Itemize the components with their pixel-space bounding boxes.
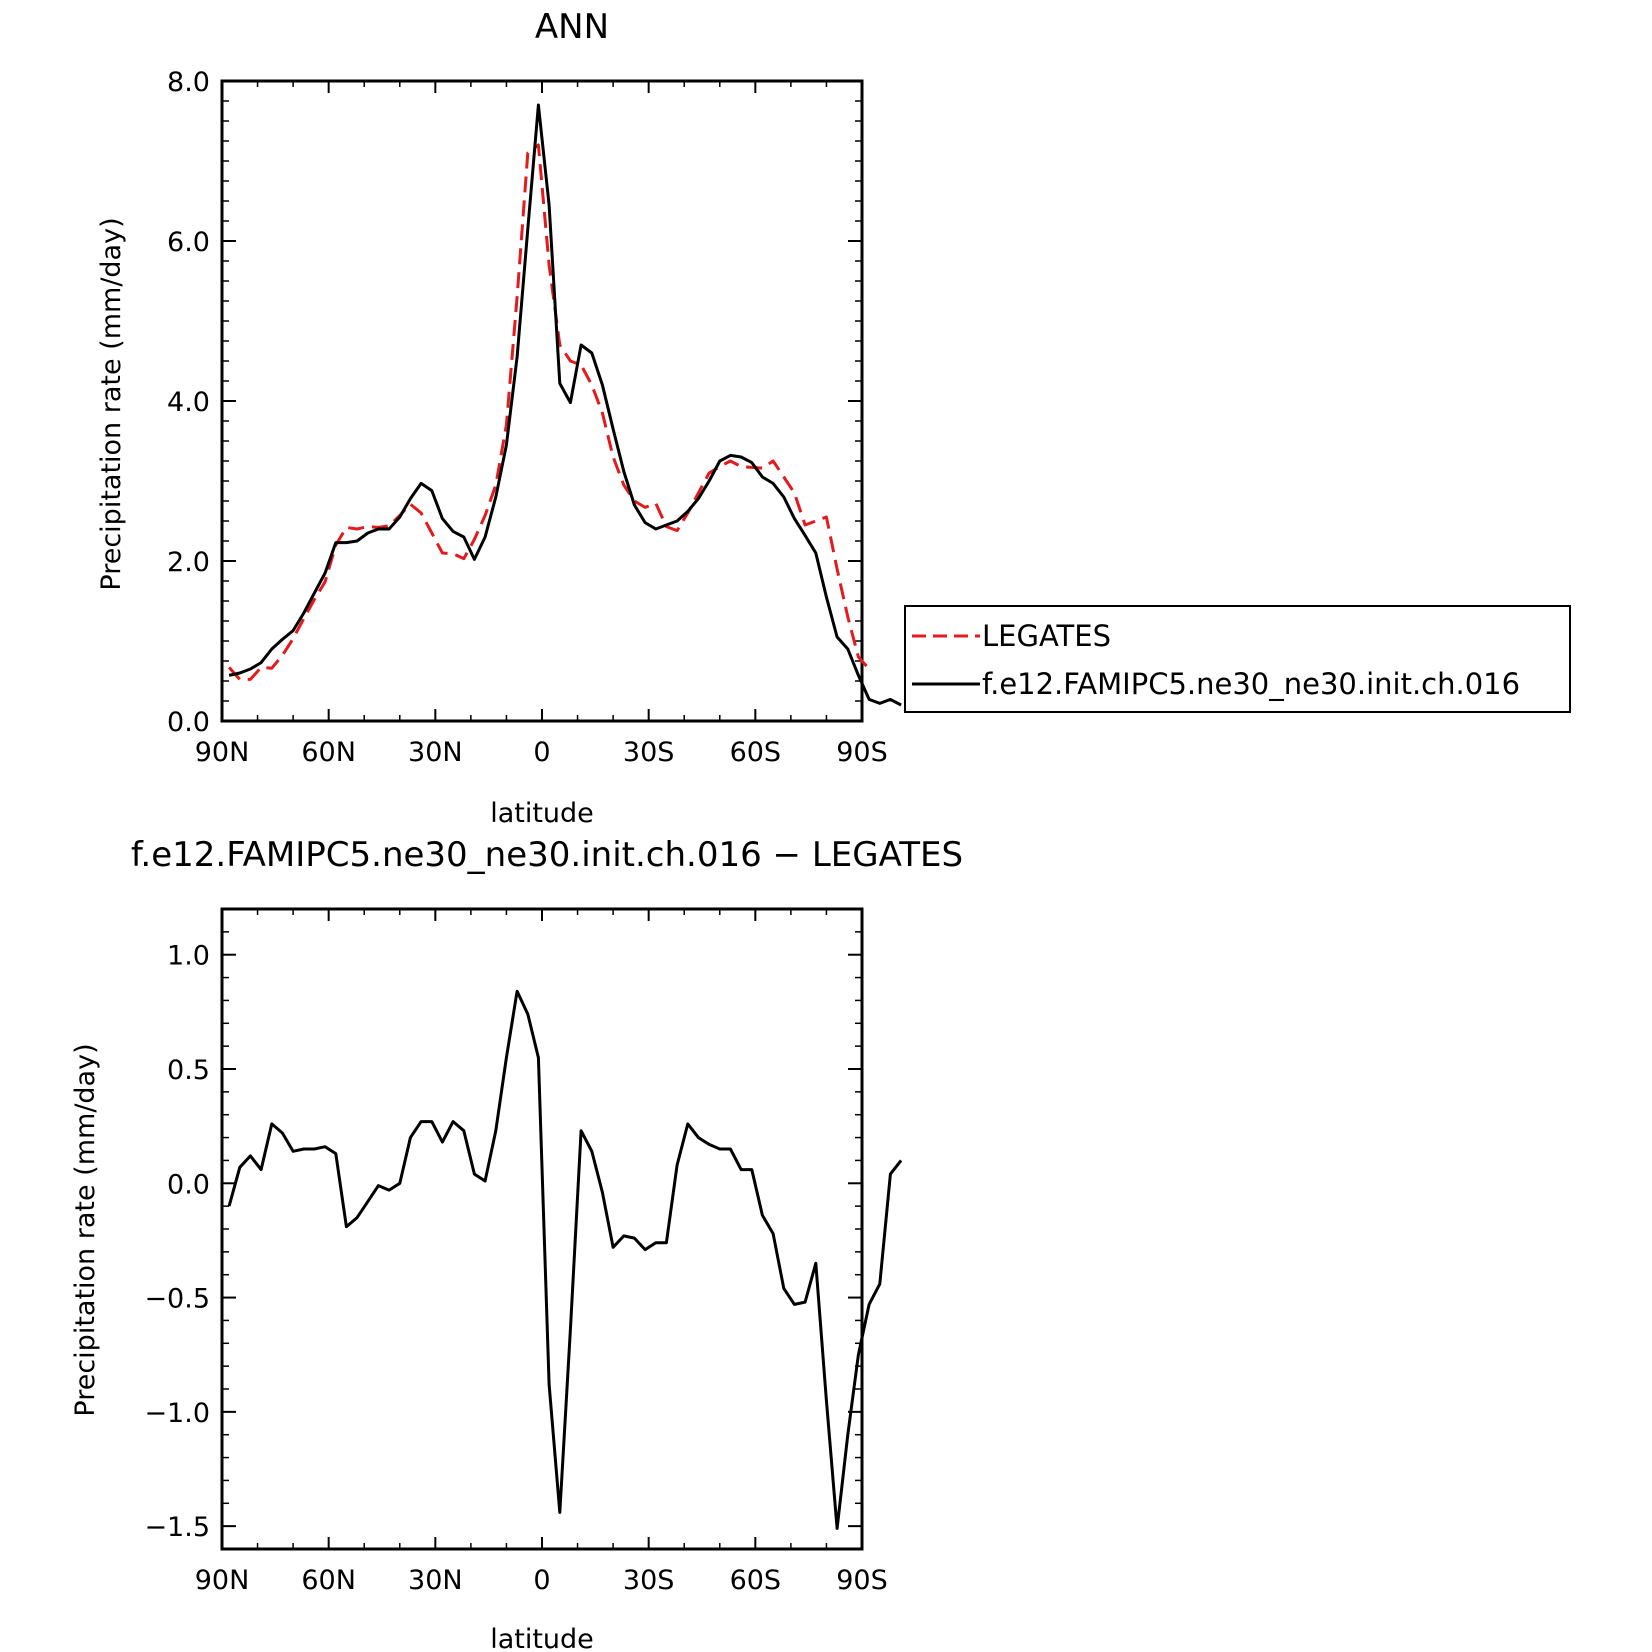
- bottom-chart-title: f.e12.FAMIPC5.ne30_ne30.init.ch.016 − LE…: [131, 835, 963, 875]
- y-tick-label: −1.0: [144, 1398, 210, 1429]
- y-tick-label: 1.0: [167, 941, 210, 972]
- y-tick-label: 0.0: [167, 1169, 210, 1200]
- series-line-model: [228, 103, 902, 707]
- legend-box: [904, 605, 1571, 713]
- bottom-y-axis-title: Precipitation rate (mm/day): [70, 1043, 101, 1416]
- y-tick-label: 0.5: [167, 1055, 210, 1086]
- top-x-tick-labels: 90N 60N 30N 0 30S 60S 90S: [195, 737, 888, 768]
- bottom-y-tick-labels: −1.5 −1.0 −0.5 0.0 0.5 1.0: [144, 941, 210, 1543]
- top-panel: ANN 90N 60N 30N 0 30S 60S 90S 0.02.04.06.08.0 …: [96, 7, 902, 829]
- x-tick-label: 0: [533, 737, 550, 768]
- legend-label-legates: LEGATES: [982, 619, 1111, 653]
- top-axis-ticks: [221, 80, 863, 722]
- x-tick-label: 90S: [836, 1565, 888, 1596]
- x-tick-label: 0: [533, 1565, 550, 1596]
- y-tick-label: 8.0: [167, 67, 210, 98]
- top-x-axis-title: latitude: [490, 798, 594, 829]
- bottom-plot-frame: [220, 907, 864, 1551]
- bottom-panel: f.e12.FAMIPC5.ne30_ne30.init.ch.016 − LE…: [70, 835, 963, 1652]
- x-tick-label: 30S: [623, 1565, 675, 1596]
- x-tick-label: 60N: [301, 1565, 356, 1596]
- bottom-x-tick-labels: 90N 60N 30N 0 30S 60S 90S: [195, 1565, 888, 1596]
- x-tick-label: 90N: [195, 737, 250, 768]
- bottom-axis-ticks: [221, 908, 863, 1550]
- top-y-axis-title: Precipitation rate (mm/day): [96, 217, 127, 590]
- y-tick-label: 6.0: [167, 227, 210, 258]
- x-tick-label: 30S: [623, 737, 675, 768]
- y-tick-label: −0.5: [144, 1284, 210, 1315]
- y-tick-label: 4.0: [167, 387, 210, 418]
- top-y-tick-labels: 0.0 2.0 4.0 6.0 8.0: [167, 67, 210, 738]
- y-tick-label: −1.5: [144, 1512, 210, 1543]
- x-tick-label: 60N: [301, 737, 356, 768]
- x-tick-label: 30N: [408, 737, 463, 768]
- y-tick-label: 2.0: [167, 547, 210, 578]
- top-chart-title: ANN: [535, 7, 609, 47]
- x-tick-label: 60S: [730, 1565, 782, 1596]
- top-series-layer: [227, 103, 902, 707]
- bottom-x-axis-title: latitude: [490, 1624, 594, 1652]
- x-tick-label: 90S: [836, 737, 888, 768]
- legend: LEGATES f.e12.FAMIPC5.ne30_ne30.init.ch.…: [904, 605, 1571, 713]
- legend-label-model: f.e12.FAMIPC5.ne30_ne30.init.ch.016: [982, 667, 1520, 701]
- y-tick-label: 0.0: [167, 707, 210, 738]
- x-tick-label: 90N: [195, 1565, 250, 1596]
- x-tick-label: 30N: [408, 1565, 463, 1596]
- series-line-difference: [227, 989, 903, 1530]
- x-tick-label: 60S: [730, 737, 782, 768]
- bottom-series-layer: [227, 989, 903, 1530]
